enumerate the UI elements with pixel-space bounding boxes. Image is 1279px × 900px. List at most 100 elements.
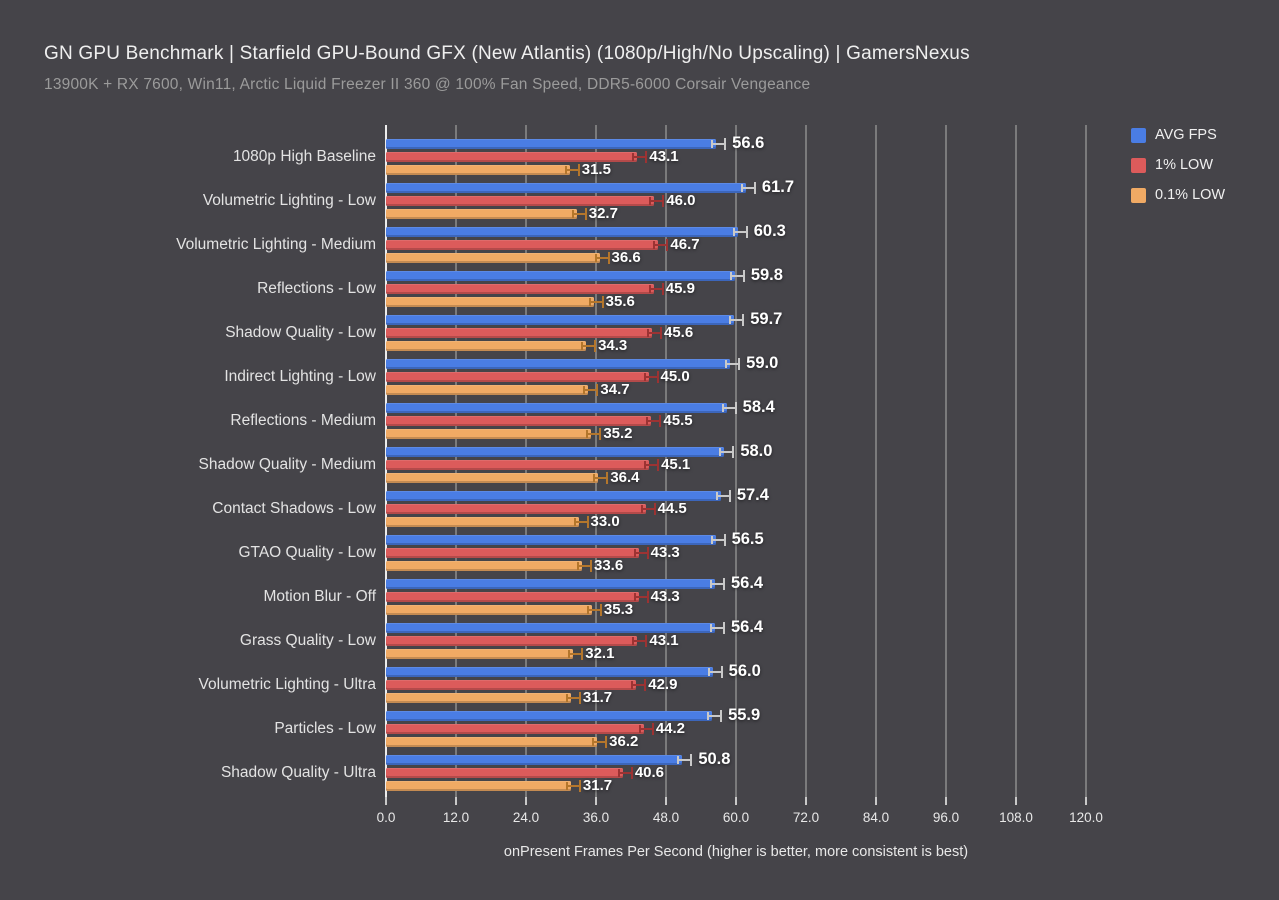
error-bar-line xyxy=(710,539,726,541)
error-bar-cap-left xyxy=(581,342,584,350)
error-bar-cap-left xyxy=(710,536,713,544)
bar-1pct-low xyxy=(386,196,655,206)
error-bar-avg-fps xyxy=(710,622,725,634)
x-tick-label: 96.0 xyxy=(932,810,960,825)
error-bar-cap-right xyxy=(742,314,745,326)
error-bar-line xyxy=(653,244,669,246)
chart-title: GN GPU Benchmark | Starfield GPU-Bound G… xyxy=(44,43,970,64)
value-label-01pct-low: 35.3 xyxy=(603,601,634,618)
value-label-1pct-low: 40.6 xyxy=(634,764,665,781)
error-bar-cap-left xyxy=(640,505,643,513)
bar-01pct-low xyxy=(386,781,571,791)
error-bar-cap-left xyxy=(648,285,651,293)
error-bar-avg-fps xyxy=(719,446,735,458)
bar-01pct-low xyxy=(386,737,598,747)
error-bar-line xyxy=(588,301,604,303)
bar-1pct-low xyxy=(386,372,649,382)
error-bar-cap-left xyxy=(715,492,718,500)
error-bar-line xyxy=(643,376,659,378)
error-bar-line xyxy=(638,728,654,730)
value-label-01pct-low: 35.6 xyxy=(605,293,635,310)
error-bar-cap-right xyxy=(599,428,602,440)
error-bar-1pct-low xyxy=(632,635,648,647)
error-bar-cap-right xyxy=(577,164,580,176)
value-label-1pct-low: 43.1 xyxy=(649,148,679,165)
error-bar-line xyxy=(573,521,589,523)
error-bar-cap-right xyxy=(645,635,648,647)
error-bar-cap-left xyxy=(707,668,710,676)
error-bar-line xyxy=(640,508,656,510)
value-label-avg-fps: 55.9 xyxy=(728,706,761,724)
error-bar-cap-right xyxy=(720,710,723,722)
legend-label-avg-fps: AVG FPS xyxy=(1155,127,1217,143)
bar-avg-fps xyxy=(386,623,715,633)
error-bar-line xyxy=(594,257,610,259)
value-label-01pct-low: 36.2 xyxy=(609,733,639,750)
error-bar-cap-left xyxy=(644,461,647,469)
bar-1pct-low xyxy=(386,460,650,470)
error-bar-cap-right xyxy=(662,195,665,207)
bar-1pct-low xyxy=(386,592,639,602)
error-bar-cap-right xyxy=(630,767,633,779)
x-tick-label: 72.0 xyxy=(792,810,820,825)
legend-item-avg-fps: AVG FPS xyxy=(1131,125,1225,145)
error-bar-01pct-low xyxy=(586,604,602,616)
error-bar-cap-right xyxy=(666,239,669,251)
error-bar-line xyxy=(571,213,587,215)
x-tick-label: 12.0 xyxy=(442,810,470,825)
error-bar-avg-fps xyxy=(732,226,748,238)
value-label-01pct-low: 32.7 xyxy=(588,205,618,222)
bar-1pct-low xyxy=(386,636,638,646)
bar-1pct-low xyxy=(386,680,637,690)
error-bar-line xyxy=(632,640,648,642)
error-bar-cap-right xyxy=(753,182,756,194)
error-bar-1pct-low xyxy=(643,371,659,383)
error-bar-1pct-low xyxy=(632,151,648,163)
error-bar-cap-right xyxy=(607,252,610,264)
grid-line xyxy=(875,125,877,805)
value-label-avg-fps: 59.7 xyxy=(750,310,783,328)
error-bar-01pct-low xyxy=(586,428,602,440)
value-label-avg-fps: 58.0 xyxy=(740,442,773,460)
value-label-avg-fps: 50.8 xyxy=(698,750,731,768)
value-label-avg-fps: 56.4 xyxy=(731,574,764,592)
error-bar-avg-fps xyxy=(721,402,737,414)
bar-avg-fps xyxy=(386,447,725,457)
error-bar-01pct-low xyxy=(571,208,587,220)
error-bar-cap-left xyxy=(677,756,680,764)
error-bar-01pct-low xyxy=(564,164,580,176)
value-label-1pct-low: 45.9 xyxy=(665,280,695,297)
error-bar-line xyxy=(707,671,723,673)
value-label-1pct-low: 46.0 xyxy=(666,192,696,209)
error-bar-cap-right xyxy=(723,534,726,546)
error-bar-cap-right xyxy=(646,591,649,603)
bar-avg-fps xyxy=(386,227,738,237)
error-bar-cap-left xyxy=(631,681,634,689)
error-bar-cap-left xyxy=(710,580,712,588)
error-bar-cap-left xyxy=(594,254,597,262)
value-label-avg-fps: 59.8 xyxy=(750,266,783,284)
error-bar-cap-right xyxy=(657,459,660,471)
error-bar-cap-right xyxy=(586,516,589,528)
error-bar-line xyxy=(710,583,725,585)
error-bar-cap-left xyxy=(632,637,635,645)
category-label: Shadow Quality - Low xyxy=(225,324,376,341)
error-bar-01pct-low xyxy=(577,560,592,572)
bar-1pct-low xyxy=(386,284,654,294)
value-label-01pct-low: 31.5 xyxy=(581,161,611,178)
value-label-avg-fps: 56.5 xyxy=(731,530,764,548)
value-label-avg-fps: 56.0 xyxy=(728,662,761,680)
bar-01pct-low xyxy=(386,385,589,395)
bar-avg-fps xyxy=(386,183,746,193)
bar-1pct-low xyxy=(386,724,644,734)
error-bar-1pct-low xyxy=(646,415,662,427)
error-bar-1pct-low xyxy=(633,591,649,603)
error-bar-01pct-low xyxy=(565,780,581,792)
error-bar-cap-left xyxy=(729,272,732,280)
bar-01pct-low xyxy=(386,473,599,483)
error-bar-line xyxy=(581,345,597,347)
bar-01pct-low xyxy=(386,693,571,703)
error-bar-1pct-low xyxy=(617,767,633,779)
error-bar-cap-left xyxy=(638,725,641,733)
error-bar-line xyxy=(711,143,727,145)
